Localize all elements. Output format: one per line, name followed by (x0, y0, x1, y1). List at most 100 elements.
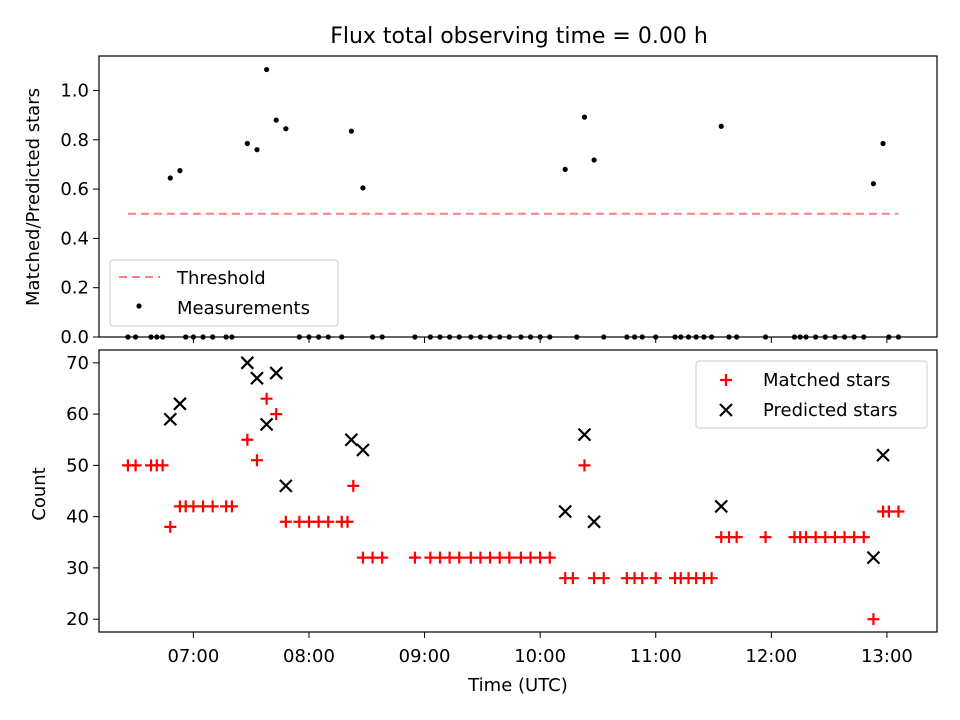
count-x-tick-label: 13:00 (861, 646, 913, 667)
measurement-point (701, 334, 707, 340)
measurement-point (678, 334, 684, 340)
count-x-tick-label: 10:00 (514, 646, 566, 667)
measurement-point (437, 334, 443, 340)
measurement-point (497, 334, 503, 340)
matched-star-point (597, 572, 610, 585)
matched-star-point (759, 531, 772, 544)
matched-legend-label: Matched stars (763, 370, 890, 391)
ratio-legend: Threshold Measurements (109, 259, 339, 327)
ratio-y-axis-label: Matched/Predicted stars (23, 88, 44, 306)
count-y-tick-label: 40 (66, 507, 89, 528)
measurement-point (631, 334, 638, 340)
count-y-tick-label: 20 (66, 609, 89, 630)
measurement-point (574, 334, 580, 340)
count-x-tick-label: 11:00 (630, 646, 682, 667)
measurement-point (360, 185, 366, 191)
matched-star-point (636, 572, 649, 585)
ratio-y-tick-label: 0.4 (60, 228, 89, 249)
measurement-point (822, 334, 828, 340)
measurement-point (148, 334, 154, 340)
matched-star-point (341, 515, 354, 528)
predicted-star-point (866, 550, 881, 565)
measurement-point (244, 140, 250, 147)
predicted-star-point (240, 356, 255, 370)
matched-star-point (156, 459, 169, 472)
measurement-point (159, 334, 166, 340)
measurement-point (803, 334, 809, 340)
measurement-point (506, 334, 512, 340)
measurement-point (527, 334, 534, 340)
matched-star-point (503, 551, 516, 564)
measurement-point (427, 334, 433, 340)
predicted-legend-marker (719, 403, 733, 417)
ratio-y-tick-label: 0.0 (60, 327, 89, 348)
measurement-point (797, 334, 803, 340)
predicted-star-point (259, 417, 274, 432)
matched-star-point (347, 479, 360, 492)
count-x-tick-label: 12:00 (745, 646, 797, 667)
measurement-point (487, 334, 493, 340)
count-y-tick-label: 70 (66, 353, 89, 374)
measurement-point (685, 334, 692, 340)
predicted-star-point (558, 504, 572, 519)
count-x-tick-label: 09:00 (399, 646, 451, 667)
predicted-star-point (587, 514, 601, 529)
measurement-point (283, 126, 289, 132)
count-x-tick-label: 08:00 (283, 646, 335, 667)
matched-star-point (164, 520, 177, 533)
measurement-point (200, 334, 206, 340)
measurement-point (841, 334, 848, 340)
ratio-y-tick-label: 0.8 (60, 130, 89, 151)
measurement-point (190, 334, 196, 340)
measurement-point (154, 334, 160, 340)
measurement-point (562, 166, 568, 172)
measurement-point (791, 334, 798, 340)
measurement-point (726, 334, 732, 340)
count-legend-box (695, 360, 928, 429)
matched-star-point (408, 551, 421, 564)
measurement-point (886, 334, 892, 340)
measurement-point (672, 334, 678, 340)
predicted-star-point (577, 427, 592, 442)
matched-star-point (129, 459, 142, 472)
matched-legend-marker (720, 374, 732, 386)
measurements-legend-label: Measurements (177, 298, 310, 319)
ratio-legend-box (109, 259, 339, 327)
measurement-point (718, 123, 724, 129)
measurement-point (468, 334, 474, 340)
measurement-point (125, 334, 131, 340)
measurement-point (653, 334, 659, 340)
measurement-point (223, 334, 229, 340)
matched-star-point (225, 500, 238, 513)
count-x-axis-label: Time (UTC) (467, 675, 568, 696)
matched-star-point (578, 459, 591, 472)
measurement-point (895, 334, 902, 340)
measurements-legend-marker (136, 303, 142, 309)
measurement-point (518, 334, 524, 340)
matched-star-point (453, 551, 466, 564)
figure-title: Flux total observing time = 0.00 h (330, 24, 708, 49)
matched-star-point (892, 505, 905, 518)
matched-star-point (730, 531, 743, 544)
matched-star-point (206, 500, 219, 513)
measurement-point (254, 147, 260, 153)
count-y-tick-label: 30 (66, 558, 89, 579)
measurement-point (306, 334, 312, 340)
measurement-point (379, 334, 385, 340)
measurement-point (591, 157, 597, 163)
predicted-star-point (163, 412, 178, 426)
predicted-star-point (250, 371, 264, 385)
measurement-point (369, 334, 376, 340)
predicted-star-point (876, 448, 890, 462)
measurement-point (447, 334, 453, 340)
measurement-point (456, 334, 462, 340)
measurement-point (412, 334, 418, 340)
matched-star-point (279, 515, 292, 528)
threshold-legend-label: Threshold (176, 268, 266, 289)
predicted-star-point (356, 443, 370, 457)
measurement-point (339, 334, 345, 340)
measurement-point (537, 334, 543, 340)
measurement-point (581, 114, 588, 120)
